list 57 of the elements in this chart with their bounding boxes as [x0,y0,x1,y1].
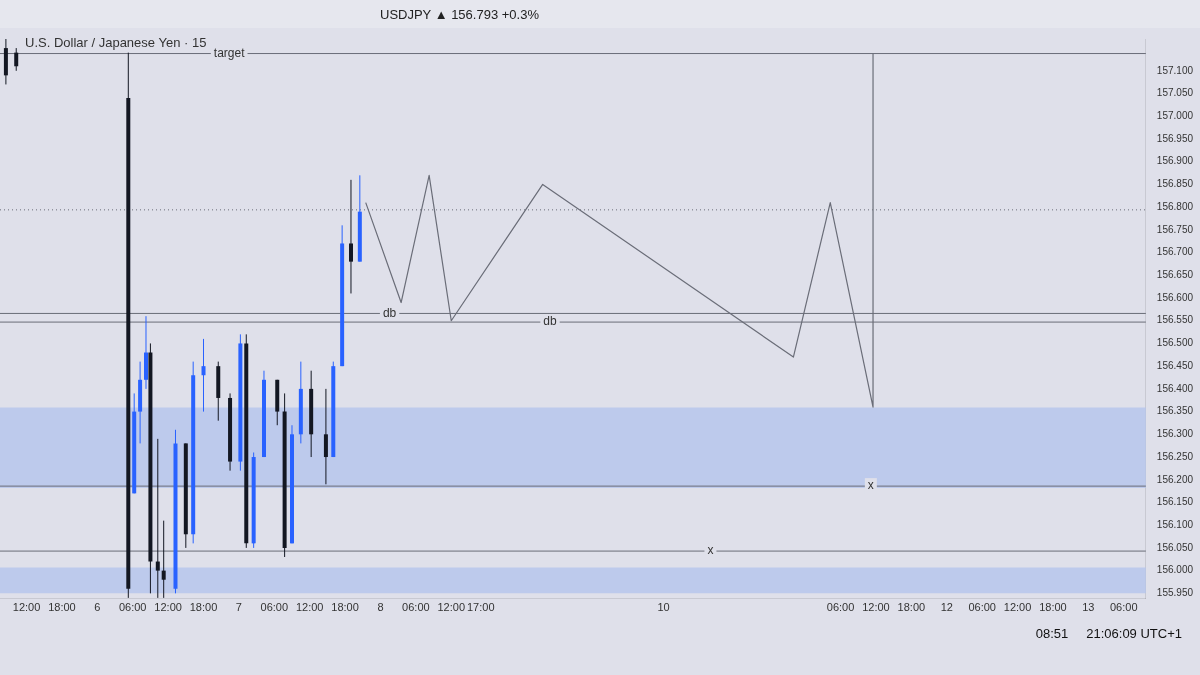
x-tick-label: 12:00 [437,601,466,614]
y-tick-label: 156.400 [1156,382,1194,394]
x-tick-label: 06:00 [260,601,289,614]
y-tick-label: 156.550 [1156,314,1194,326]
x-tick-label: 18:00 [331,601,359,614]
x-tick-label: 18:00 [189,601,218,614]
x-tick-label: 13 [1082,601,1095,614]
x-tick-label: 12:00 [862,601,890,614]
y-tick-label: 157.100 [1156,64,1194,76]
y-tick-label: 156.300 [1156,428,1194,440]
y-tick-label: 156.150 [1156,496,1194,508]
x-tick-label: 12:00 [12,601,41,614]
y-tick-label: 157.000 [1156,110,1194,121]
y-tick-label: 157.050 [1156,87,1194,99]
x-tick-label: 18:00 [48,601,76,614]
y-tick-label: 156.750 [1156,223,1194,235]
x-tick-label: 8 [377,601,384,614]
y-tick-label: 156.900 [1156,155,1194,167]
ref-line-label: db [543,314,557,329]
x-tick-label: 12 [940,601,953,614]
x-tick-label: 06:00 [1109,601,1138,614]
y-tick-label: 156.050 [1156,541,1194,553]
ref-line-label: x [867,478,874,493]
y-tick-label: 156.950 [1156,132,1194,144]
y-tick-label: 155.950 [1156,587,1194,599]
y-tick-label: 156.700 [1156,246,1194,258]
y-tick-label: 156.450 [1156,359,1194,371]
x-tick-label: 06:00 [118,601,147,614]
ref-line-label: x [707,543,714,558]
chart-title: U.S. Dollar / Japanese Yen · 15 [22,34,210,51]
ref-line-label: db [382,305,397,320]
y-tick-label: 156.800 [1156,200,1194,212]
x-tick-label: 06:00 [968,601,996,614]
y-tick-label: 156.000 [1156,564,1194,576]
x-tick-label: 18:00 [897,601,926,614]
ref-line-label: target [213,45,246,60]
x-tick-label: 18:00 [1039,601,1067,614]
x-tick-label: 7 [235,601,242,614]
y-tick-label: 156.200 [1156,473,1194,485]
x-tick-label: 17:00 [466,601,495,614]
y-tick-label: 156.600 [1156,291,1194,303]
x-tick-label: 06:00 [402,601,430,614]
x-tick-label: 12:00 [1003,601,1032,614]
y-tick-label: 156.850 [1156,178,1194,190]
chart-subtitle: USDJPY ▲ 156.793 +0.3% [380,6,539,22]
text: 21:06:09 UTC+1 [1086,625,1182,641]
x-tick-label: 12:00 [154,601,182,614]
y-tick-label: 156.250 [1156,450,1194,462]
text: 08:51 [1035,625,1069,641]
x-tick-label: 12:00 [295,601,324,614]
y-tick-label: 156.650 [1156,269,1194,281]
x-tick-label: 6 [94,601,101,614]
x-tick-label: 10 [657,601,670,614]
x-tick-label: 06:00 [826,601,855,614]
y-tick-label: 156.350 [1156,405,1194,417]
y-tick-label: 156.100 [1156,518,1194,530]
y-tick-label: 156.500 [1156,337,1194,349]
